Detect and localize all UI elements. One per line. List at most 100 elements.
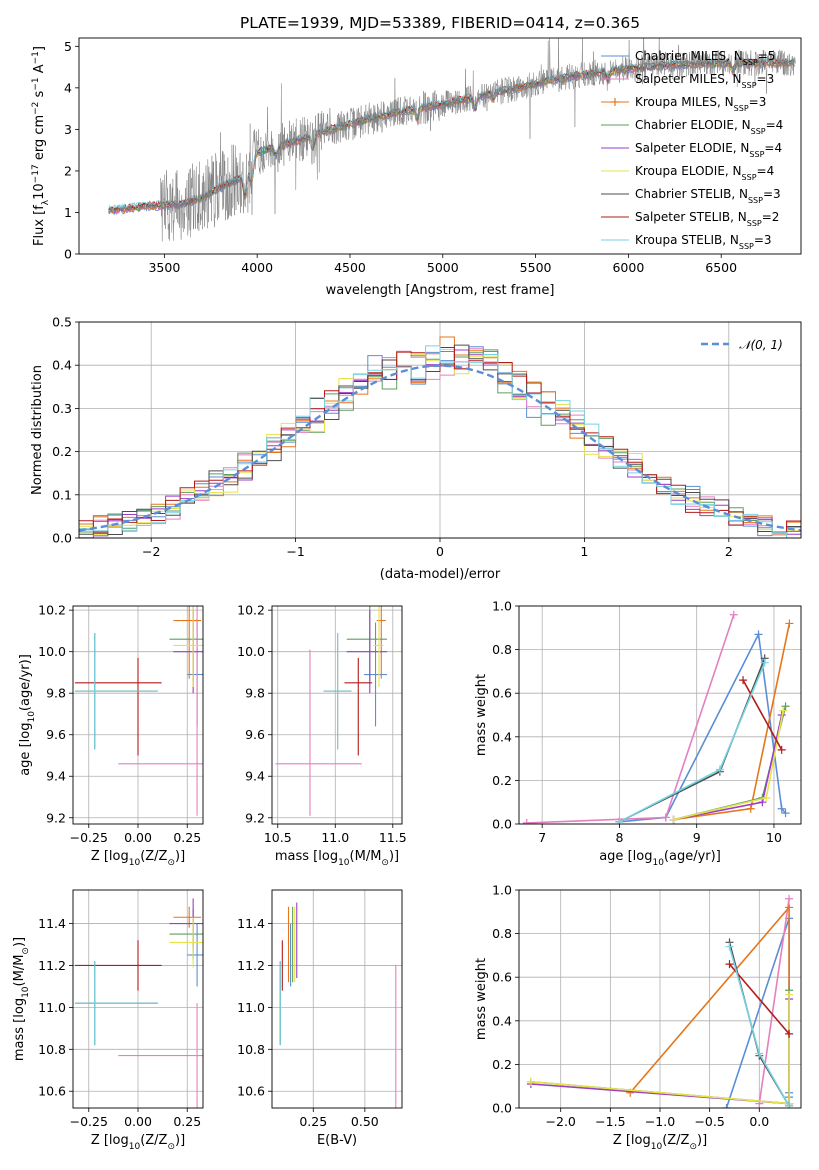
legend-label: Salpeter STELIB, NSSP=2 [635,210,779,228]
axes-frame: −0.25 0.00 0.25 9.2 9.4 9.6 9.8 10.0 10.2 Z [log1… [18,603,204,868]
y-tick-label: 11.2 [237,958,265,973]
y-tick-label: 11.4 [38,916,66,931]
series-point [781,702,790,711]
series-point [785,990,794,999]
legend-label: Salpeter ELODIE, NSSP=4 [635,141,782,159]
errorbar-kroupa-elodie [373,606,384,687]
y-tick-label: 9.6 [245,727,265,742]
axes-border [72,889,204,1109]
y-tick-label: 0.3 [52,401,72,416]
y-tick-label: 0.0 [492,1101,512,1116]
y-tick-label: 10.8 [38,1042,66,1057]
y-axis-label: mass [log10(M/M⊙)] [12,937,31,1061]
x-tick-label: 0.00 [124,1114,152,1129]
grid [272,890,402,1108]
x-axis-label: mass [log10(M/M⊙)] [275,849,399,868]
axes-border [271,605,403,825]
x-tick-label: 4000 [241,260,273,275]
series-point [526,1077,535,1086]
y-tick-label: 9.6 [46,727,66,742]
y-tick-label: 4 [64,80,72,95]
x-axis-label: Z [log10(Z/Z⊙)] [91,1133,185,1152]
x-axis-label: age [log10(age/yr)] [599,849,721,868]
series-salpeter-stelib [739,676,786,754]
x-tick-label: 0 [436,544,444,559]
x-tick-label: 0.25 [173,1114,201,1129]
axes-border [271,889,403,1109]
x-axis-label: E(B-V) [317,1133,357,1148]
grid [73,890,203,1108]
series-point [725,960,734,969]
x-tick-label: 6000 [612,260,644,275]
x-tick-label: 0.50 [351,1114,379,1129]
series-line [619,631,787,823]
y-tick-label: 1.0 [492,883,512,898]
errorbar-kroupa-stelib [74,632,158,750]
series-point [762,793,771,802]
series-point [781,809,790,818]
series-point [758,798,767,807]
age-vs-metallicity-panel: −0.25 0.00 0.25 9.2 9.4 9.6 9.8 10.0 10.2 Z [log1… [18,603,204,868]
normal-curve [79,364,801,532]
series-point [785,1029,794,1038]
errorbar-chabrier-miles [364,622,388,727]
x-tick-label: −0.25 [70,830,108,845]
errorbar-chabrier-miles [187,923,203,987]
y-tick-label: 0.4 [492,1013,512,1028]
y-tick-label: 0.2 [52,444,72,459]
y-tick-label: 9.4 [46,769,66,784]
y-tick-label: 10.0 [38,644,66,659]
x-tick-label: 4500 [334,260,366,275]
axes-frame: −2.0 −1.5 −1.0 −0.5 0.0 0.0 0.2 0.4 0.6 0.8 1.0 Z [… [474,883,802,1152]
y-tick-label: 9.8 [245,686,265,701]
y-tick-label: 9.2 [245,810,265,825]
y-tick-label: 3 [64,122,72,137]
mass-vs-ebv-panel: 0.25 0.50 10.6 10.8 11.0 11.2 11.4 E(B-V) [237,889,403,1148]
errorbar-salpeter-miles [118,1003,203,1108]
series-kroupa-miles [669,619,794,824]
y-tick-label: 0.1 [52,487,72,502]
spectrum-panel: 3500 4000 4500 5000 5500 6000 6500 0 1 2 3 4 5 wavele… [31,37,802,298]
errorbar-kroupa-elodie [173,606,203,687]
y-tick-label: 0 [64,247,72,262]
spectrum-legend: Chabrier MILES, NSSP=5 Salpeter MILES, NS… [601,49,783,251]
y-tick-label: 10.0 [237,644,265,659]
errorbar-salpeter-miles [118,606,203,816]
axes-border [518,605,802,825]
y-axis-label: age [log10(age/yr)] [18,654,37,776]
legend-label: Kroupa ELODIE, NSSP=4 [635,164,774,182]
y-axis-label: mass weight [474,674,489,756]
grid [519,605,801,825]
series-point [777,745,786,754]
axes-border [78,37,802,255]
x-tick-label: −0.5 [694,1114,724,1129]
y-tick-label: 11.2 [38,958,66,973]
series-point [729,610,738,619]
series-point [777,804,786,813]
axes-border [518,889,802,1109]
axes-frame: 10.5 11.0 11.5 9.2 9.4 9.6 9.8 10.0 10.2 mass [lo… [237,603,407,868]
x-tick-label: −0.25 [70,1114,108,1129]
age-vs-mass-panel: 10.5 11.0 11.5 9.2 9.4 9.6 9.8 10.0 10.2 mass [lo… [237,603,407,868]
y-tick-label: 0.0 [52,531,72,546]
histogram-kroupa-stelib [79,345,801,538]
weight-vs-metallicity-panel: −2.0 −1.5 −1.0 −0.5 0.0 0.0 0.2 0.4 0.6 0.8 1.0 Z [… [474,883,802,1152]
errorbar-salpeter-stelib [74,657,162,756]
x-tick-label: 0.0 [749,1114,769,1129]
series-line [673,710,784,821]
plot-area [275,606,388,816]
series-point [785,903,794,912]
x-tick-label: 5000 [427,260,459,275]
y-tick-label: 11.0 [38,1000,66,1015]
y-tick-label: 0.5 [52,315,72,330]
y-tick-label: 0.4 [492,729,512,744]
y-tick-label: 11.0 [237,1000,265,1015]
series-line [619,662,766,823]
y-tick-label: 1.0 [492,599,512,614]
y-tick-label: 11.4 [237,916,265,931]
plot-area [74,898,203,1108]
series-point [754,630,763,639]
y-tick-label: 0.2 [492,1057,512,1072]
x-axis-label: Z [log10(Z/Z⊙)] [91,849,185,868]
